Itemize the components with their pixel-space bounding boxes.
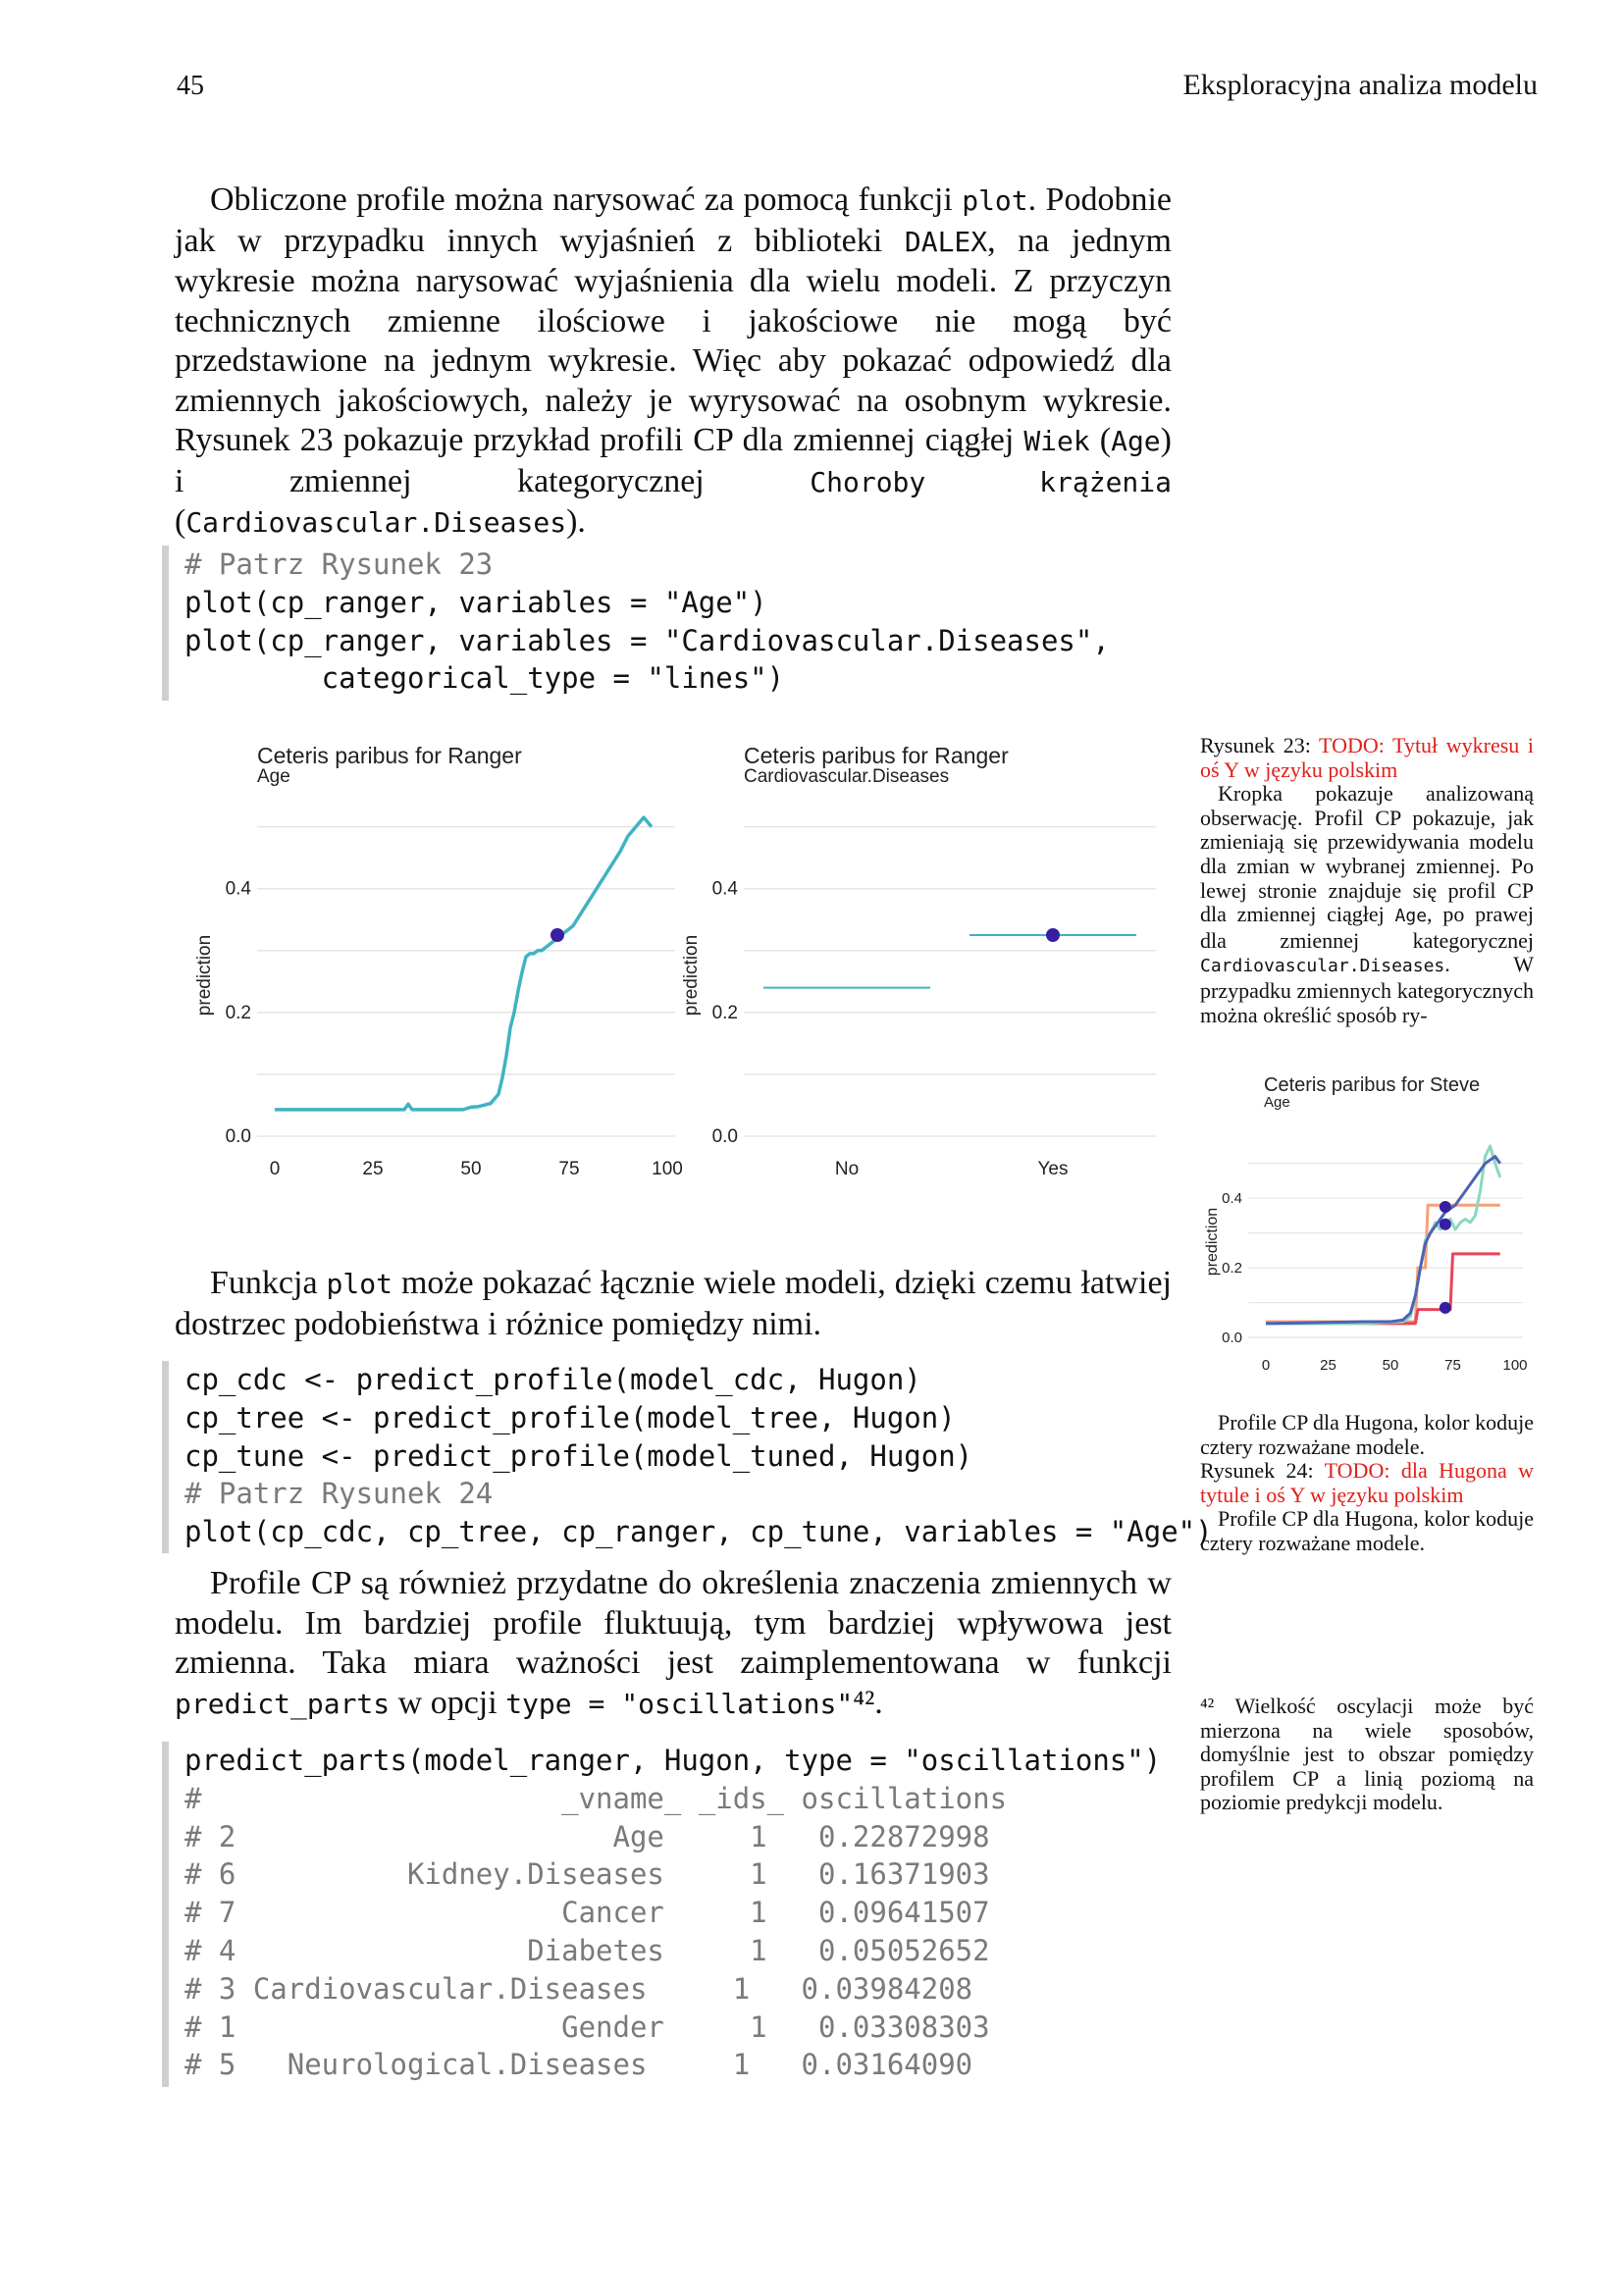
x-tick-label: 0 [270, 1159, 281, 1179]
running-title: Eksploracyjna analiza modelu [1182, 69, 1538, 101]
inline-code: Choroby krążenia [810, 465, 1172, 498]
inline-code: plot [962, 184, 1028, 217]
x-tick-label: 75 [558, 1159, 579, 1179]
inline-code: Age [1394, 906, 1428, 927]
code-line: cp_tune <- predict_profile(model_tuned, … [184, 1438, 973, 1473]
x-tick-label: 100 [652, 1159, 683, 1179]
code-line: plot(cp_ranger, variables = "Age") [184, 585, 767, 619]
x-tick-label: No [835, 1159, 859, 1179]
observation-point [1439, 1301, 1451, 1314]
figure-24-caption-a: Profile CP dla Hugona, kolor koduje czte… [1200, 1410, 1534, 1459]
code-comment-line: # Patrz Rysunek 24 [184, 1477, 494, 1511]
inline-code: DALEX [904, 225, 988, 258]
code-block-3: predict_parts(model_ranger, Hugon, type … [162, 1742, 1161, 2087]
figure-23-caption-body: Kropka pokazuje analizowaną obserwację. … [1200, 781, 1534, 1027]
cp-profile-line [275, 815, 654, 1112]
footnote-text: Wielkość oscylacji może być mierzona na … [1200, 1694, 1534, 1815]
footnote-mark: ⁴² [1200, 1694, 1215, 1718]
y-tick-label: 0.4 [1222, 1190, 1242, 1207]
code-line: plot(cp_cdc, cp_tree, cp_ranger, cp_tune… [184, 1515, 1213, 1549]
paragraph-3: Profile CP są również przydatne do okreś… [175, 1565, 1172, 1721]
inline-code: Wiek [1023, 425, 1090, 457]
code-line: cp_cdc <- predict_profile(model_cdc, Hug… [184, 1363, 921, 1396]
x-tick-label: 75 [1444, 1357, 1461, 1374]
x-tick-label: 50 [1383, 1357, 1399, 1374]
paragraph-1: Obliczone profile można narysować za pom… [175, 182, 1173, 540]
y-tick-label: 0.0 [1222, 1330, 1242, 1346]
inline-code: predict_parts [175, 1687, 391, 1720]
x-tick-label: 50 [460, 1159, 481, 1179]
observation-point [1439, 1218, 1451, 1230]
code-comment-line: # _vname_ _ids_ oscillations [184, 1781, 1008, 1815]
y-tick-label: 0.0 [226, 1126, 251, 1147]
chart-title: Ceteris paribus for Steve [1264, 1074, 1480, 1096]
code-comment-line: # Patrz Rysunek 23 [184, 548, 494, 581]
figure-24-todo: TODO: dla Hugona w tytule i oś Y w język… [1200, 1458, 1535, 1507]
y-tick-label: 0.2 [712, 1003, 738, 1023]
chart-subtitle: Age [257, 766, 290, 787]
x-tick-label: 0 [1262, 1357, 1270, 1374]
y-axis-label: prediction [1204, 1208, 1221, 1276]
code-comment-line: # 1 Gender 1 0.03308303 [184, 2009, 990, 2044]
observation-point [550, 928, 564, 942]
inline-code: Age [1111, 425, 1161, 457]
cp-profile-line-red [1266, 1252, 1500, 1326]
page-number: 45 [177, 71, 204, 101]
chart-title: Ceteris paribus for Ranger [744, 743, 1009, 768]
y-tick-label: 0.0 [712, 1126, 738, 1147]
cp-profile-line-mint [1266, 1144, 1502, 1326]
observation-point [1046, 928, 1060, 942]
chart-subtitle: Cardiovascular.Diseases [744, 766, 949, 787]
figure-24-caption-b: Profile CP dla Hugona, kolor koduje czte… [1200, 1506, 1534, 1555]
x-tick-label: 100 [1502, 1357, 1527, 1374]
inline-code: type = "oscillations" [505, 1687, 854, 1720]
y-axis-label: prediction [681, 935, 702, 1016]
code-comment-line: # 5 Neurological.Diseases 1 0.03164090 [184, 2048, 973, 2082]
inline-code: Cardiovascular.Diseases [1200, 956, 1445, 977]
footnote-42: ⁴² Wielkość oscylacji może być mierzona … [1200, 1694, 1534, 1815]
code-line: predict_parts(model_ranger, Hugon, type … [184, 1744, 1162, 1777]
figure-24-caption: Profile CP dla Hugona, kolor koduje czte… [1200, 1410, 1535, 1556]
chart-title: Ceteris paribus for Ranger [257, 743, 522, 768]
x-tick-label: Yes [1038, 1159, 1069, 1179]
code-comment-line: # 6 Kidney.Diseases 1 0.16371903 [184, 1857, 990, 1892]
code-block-1: # Patrz Rysunek 23 plot(cp_ranger, variab… [162, 546, 1110, 701]
code-line: plot(cp_ranger, variables = "Cardiovascu… [184, 623, 1110, 657]
code-comment-line: # 7 Cancer 1 0.09641507 [184, 1896, 990, 1930]
x-tick-label: 25 [362, 1159, 383, 1179]
figure-23: Ceteris paribus for RangerAge0.00.20.4pr… [194, 743, 1156, 1179]
chart-subtitle: Age [1264, 1094, 1290, 1111]
figure-23-todo: TODO: Tytuł wykresu i oś Y w języku pols… [1200, 734, 1534, 782]
y-tick-label: 0.2 [1222, 1260, 1242, 1277]
x-tick-label: 25 [1320, 1357, 1336, 1374]
code-comment-line: # 3 Cardiovascular.Diseases 1 0.03984208 [184, 1971, 973, 2006]
y-axis-label: prediction [194, 935, 215, 1016]
code-comment-line: # 2 Age 1 0.22872998 [184, 1819, 990, 1853]
code-line: categorical_type = "lines") [184, 661, 785, 696]
cp-profile-line-blue [1265, 1155, 1501, 1326]
inline-code: plot [326, 1268, 393, 1300]
code-comment-line: # 4 Diabetes 1 0.05052652 [184, 1933, 990, 1967]
figure-23-label: Rysunek 23: [1200, 734, 1311, 757]
y-tick-label: 0.4 [226, 879, 252, 900]
inline-code: Cardiovascular.Diseases [185, 506, 567, 539]
y-tick-label: 0.4 [712, 879, 739, 900]
observation-point [1439, 1201, 1451, 1214]
code-block-2: cp_cdc <- predict_profile(model_cdc, Hug… [162, 1361, 1213, 1553]
y-tick-label: 0.2 [226, 1003, 251, 1023]
code-line: cp_tree <- predict_profile(model_tree, H… [184, 1400, 956, 1435]
cp-profile-line-orange [1266, 1203, 1500, 1324]
figure-23-caption: Rysunek 23: TODO: Tytuł wykresu i oś Y w… [1200, 734, 1534, 1068]
paragraph-2: Funkcja plot może pokazać łącznie wiele … [175, 1265, 1172, 1342]
figure-24-label: Rysunek 24: [1200, 1458, 1314, 1484]
